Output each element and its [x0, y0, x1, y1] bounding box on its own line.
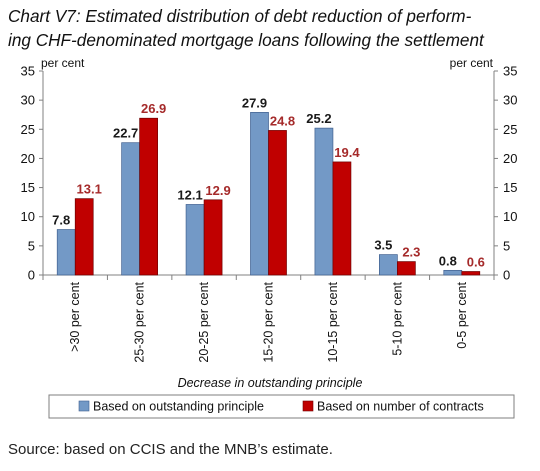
bar-contracts: [268, 130, 287, 276]
data-label-contracts: 24.8: [270, 113, 295, 128]
x-tick-label: 20-25 per cent: [197, 281, 211, 362]
x-tick-label: 0-5 per cent: [455, 281, 469, 348]
x-tick-label: 25-30 per cent: [133, 281, 147, 362]
y-tick-label-right: 35: [503, 64, 517, 79]
data-label-outstanding: 12.1: [177, 187, 202, 202]
data-label-contracts: 2.3: [402, 245, 420, 260]
data-label-outstanding: 3.5: [374, 238, 392, 253]
legend-swatch-contracts: [302, 400, 314, 412]
bar-contracts: [139, 117, 158, 276]
y-axis-label-right: per cent: [450, 56, 494, 70]
data-label-contracts: 13.1: [77, 182, 102, 197]
data-label-outstanding: 27.9: [242, 95, 267, 110]
bar-outstanding: [185, 204, 205, 276]
y-tick-label-left: 5: [28, 238, 35, 253]
y-tick-label-right: 5: [503, 238, 510, 253]
data-label-outstanding: 7.8: [52, 213, 70, 228]
bar-contracts: [203, 199, 223, 276]
y-tick-label-left: 35: [21, 64, 35, 79]
y-tick-label-right: 15: [503, 180, 517, 195]
x-tick-label: 15-20 per cent: [262, 281, 276, 362]
legend-label-outstanding: Based on outstanding principle: [93, 400, 264, 414]
y-tick-label-left: 15: [21, 180, 35, 195]
y-tick-label-left: 10: [21, 209, 35, 224]
x-tick-label: >30 per cent: [68, 281, 82, 351]
data-label-contracts: 26.9: [141, 101, 166, 116]
data-label-outstanding: 25.2: [306, 111, 331, 126]
chart-title-line-2: ing CHF-denominated mortgage loans follo…: [8, 30, 484, 50]
y-tick-label-left: 0: [28, 268, 35, 283]
bar-contracts: [74, 198, 94, 276]
y-tick-label-left: 20: [21, 151, 35, 166]
y-axis-label-left: per cent: [41, 56, 85, 70]
y-tick-label-left: 25: [21, 122, 35, 137]
legend-frame: [48, 394, 515, 419]
data-label-outstanding: 0.8: [439, 253, 457, 268]
legend-swatch-outstanding: [78, 400, 90, 412]
data-label-outstanding: 22.7: [113, 126, 138, 141]
bar-contracts: [461, 271, 481, 276]
y-tick-label-right: 10: [503, 209, 517, 224]
bar-contracts: [397, 261, 416, 276]
data-label-contracts: 19.4: [334, 145, 360, 160]
bar-outstanding: [443, 269, 463, 276]
legend-label-contracts: Based on number of contracts: [317, 400, 484, 414]
x-tick-label: 10-15 per cent: [326, 281, 340, 362]
bar-outstanding: [56, 229, 76, 276]
legend: Based on outstanding principle Based on …: [48, 394, 515, 419]
bar-outstanding: [379, 254, 398, 276]
x-tick-label: 5-10 per cent: [390, 281, 404, 355]
plot-area: 0 0 5 5 10 10 15 15 20 20 25 25 30 30 35 35 7.8 22.7 12.1 2…: [21, 64, 518, 363]
bar-contracts: [332, 161, 352, 276]
x-axis-title: Decrease in outstanding principle: [178, 376, 363, 390]
y-tick-label-right: 0: [503, 268, 510, 283]
y-tick-label-left: 30: [21, 93, 35, 108]
source-note: Source: based on CCIS and the MNB’s esti…: [8, 441, 333, 458]
y-tick-label-right: 25: [503, 122, 517, 137]
data-label-contracts: 12.9: [205, 183, 230, 198]
bar-outstanding: [314, 127, 334, 276]
chart-title-line-1: Chart V7: Estimated distribution of debt…: [8, 6, 472, 26]
data-label-contracts: 0.6: [467, 255, 485, 270]
chart-title: Chart V7: Estimated distribution of debt…: [8, 4, 536, 52]
y-tick-label-right: 30: [503, 93, 517, 108]
bar-outstanding: [250, 112, 269, 276]
bar-outstanding: [121, 142, 140, 276]
y-tick-label-right: 20: [503, 151, 517, 166]
